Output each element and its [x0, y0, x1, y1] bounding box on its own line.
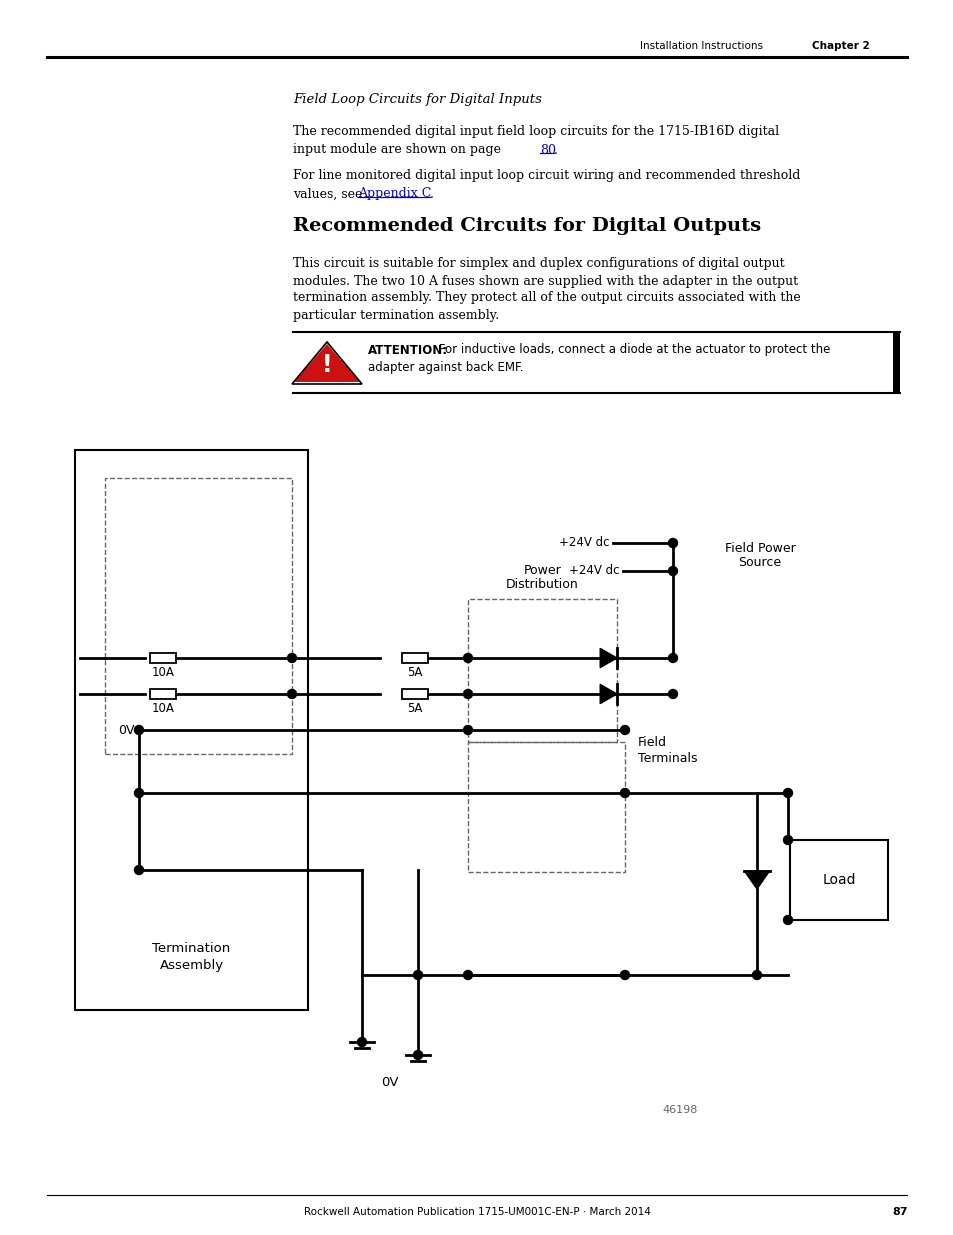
Circle shape — [463, 653, 472, 662]
Text: termination assembly. They protect all of the output circuits associated with th: termination assembly. They protect all o… — [293, 291, 800, 305]
Text: Installation Instructions: Installation Instructions — [639, 41, 762, 51]
Circle shape — [413, 1051, 422, 1060]
Text: Field Power: Field Power — [724, 541, 795, 555]
Circle shape — [287, 653, 296, 662]
Text: 10A: 10A — [152, 701, 174, 715]
Text: values, see: values, see — [293, 188, 366, 200]
Text: Distribution: Distribution — [506, 578, 578, 592]
Text: Termination: Termination — [152, 941, 231, 955]
Text: Power: Power — [523, 563, 560, 577]
Text: Field: Field — [638, 736, 666, 748]
Text: .: . — [430, 188, 434, 200]
Text: Rockwell Automation Publication 1715-UM001C-EN-P · March 2014: Rockwell Automation Publication 1715-UM0… — [303, 1207, 650, 1216]
Bar — [75, 450, 308, 1010]
Bar — [401, 689, 428, 699]
Text: 10A: 10A — [152, 666, 174, 678]
Text: particular termination assembly.: particular termination assembly. — [293, 309, 498, 321]
Bar — [468, 742, 624, 872]
Text: Appendix C: Appendix C — [357, 188, 431, 200]
Circle shape — [668, 538, 677, 547]
Circle shape — [782, 836, 792, 845]
Bar — [789, 840, 887, 920]
Text: For inductive loads, connect a diode at the actuator to protect the: For inductive loads, connect a diode at … — [435, 343, 829, 357]
Text: adapter against back EMF.: adapter against back EMF. — [368, 362, 523, 374]
Text: 80: 80 — [539, 143, 556, 157]
Text: This circuit is suitable for simplex and duplex configurations of digital output: This circuit is suitable for simplex and… — [293, 258, 783, 270]
Circle shape — [782, 788, 792, 798]
Text: +24V dc: +24V dc — [558, 536, 609, 550]
Text: ATTENTION:: ATTENTION: — [368, 343, 448, 357]
Text: !: ! — [321, 353, 332, 377]
Text: input module are shown on page: input module are shown on page — [293, 143, 504, 157]
Circle shape — [619, 725, 629, 735]
Text: Source: Source — [738, 557, 781, 569]
Circle shape — [619, 788, 629, 798]
Text: 5A: 5A — [407, 701, 422, 715]
Circle shape — [463, 971, 472, 979]
Circle shape — [668, 689, 677, 699]
Circle shape — [134, 866, 143, 874]
Polygon shape — [294, 345, 359, 382]
Text: Load: Load — [821, 873, 855, 887]
Bar — [150, 689, 175, 699]
Circle shape — [463, 689, 472, 699]
Circle shape — [357, 1037, 366, 1046]
Bar — [892, 332, 899, 393]
Text: Chapter 2: Chapter 2 — [811, 41, 869, 51]
Circle shape — [134, 725, 143, 735]
Circle shape — [668, 567, 677, 576]
Text: .: . — [554, 143, 558, 157]
Circle shape — [752, 971, 760, 979]
Circle shape — [619, 971, 629, 979]
Text: For line monitored digital input loop circuit wiring and recommended threshold: For line monitored digital input loop ci… — [293, 169, 800, 183]
Text: 46198: 46198 — [661, 1105, 697, 1115]
Circle shape — [134, 788, 143, 798]
Text: 5A: 5A — [407, 666, 422, 678]
Polygon shape — [599, 684, 617, 704]
Circle shape — [413, 971, 422, 979]
Text: Field Loop Circuits for Digital Inputs: Field Loop Circuits for Digital Inputs — [293, 94, 541, 106]
Text: 87: 87 — [891, 1207, 907, 1216]
Text: modules. The two 10 A fuses shown are supplied with the adapter in the output: modules. The two 10 A fuses shown are su… — [293, 274, 798, 288]
Polygon shape — [743, 871, 769, 889]
Bar — [105, 478, 292, 755]
Text: Assembly: Assembly — [159, 960, 223, 972]
Bar — [468, 599, 617, 742]
Polygon shape — [599, 648, 617, 668]
Text: The recommended digital input field loop circuits for the 1715-IB16D digital: The recommended digital input field loop… — [293, 126, 779, 138]
Text: 0V: 0V — [381, 1076, 398, 1088]
Text: 0V: 0V — [118, 724, 135, 736]
Circle shape — [287, 689, 296, 699]
Bar — [150, 653, 175, 663]
Circle shape — [463, 725, 472, 735]
Circle shape — [782, 915, 792, 925]
Text: +24V dc: +24V dc — [569, 564, 619, 578]
Circle shape — [668, 653, 677, 662]
Text: Terminals: Terminals — [638, 752, 697, 764]
Bar — [401, 653, 428, 663]
Text: Recommended Circuits for Digital Outputs: Recommended Circuits for Digital Outputs — [293, 217, 760, 235]
